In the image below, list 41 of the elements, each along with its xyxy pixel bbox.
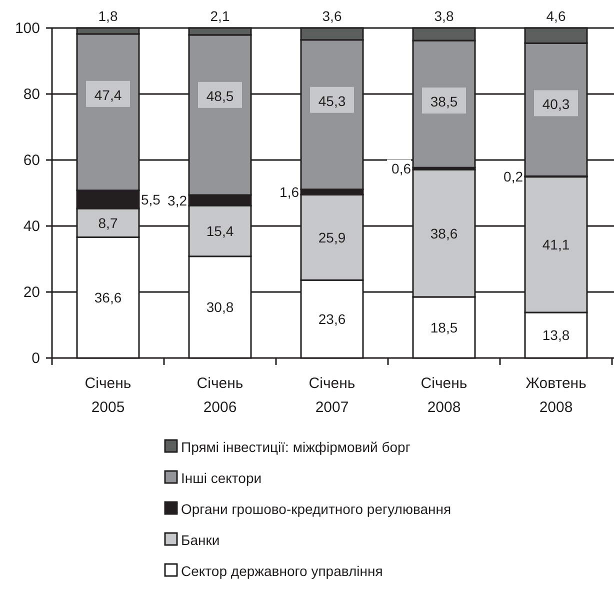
data-label: 13,8 [542, 327, 570, 344]
data-label: 3,6 [322, 8, 342, 24]
data-label: 41,1 [542, 236, 570, 253]
y-tick-label: 40 [23, 218, 40, 235]
x-tick-label: Січень 2008 [420, 375, 468, 416]
data-label: 2,1 [210, 8, 230, 24]
data-label: 25,9 [318, 229, 346, 246]
y-tick-label: 20 [23, 284, 40, 301]
data-label: 36,6 [94, 290, 122, 306]
data-label: 4,6 [546, 8, 566, 24]
data-label: 15,4 [206, 222, 234, 239]
data-label: 18,5 [430, 319, 458, 336]
data-label: 1,6 [280, 184, 300, 200]
data-label: 0,6 [392, 160, 412, 177]
data-label: 45,3 [318, 92, 346, 109]
y-tick-label: 0 [32, 350, 40, 367]
legend-label: Інші сектори [181, 470, 262, 486]
legend-label: Органи грошово-кредитного регулювання [181, 501, 452, 517]
x-tick-label: Січень 2006 [196, 375, 244, 416]
data-label: 48,5 [206, 88, 234, 104]
legend-label: Прямі інвестиції: міжфірмовий борг [181, 439, 410, 455]
data-label: 38,6 [430, 225, 458, 242]
data-label: 3,2 [168, 192, 188, 208]
y-tick-label: 60 [23, 152, 40, 169]
data-label: 5,5 [141, 191, 161, 208]
data-label: 1,8 [98, 8, 118, 24]
data-label: 0,2 [504, 168, 524, 184]
x-tick-label: Січень 2007 [308, 375, 356, 416]
y-tick-label: 80 [23, 86, 40, 103]
data-label: 38,5 [430, 94, 458, 110]
data-label: 30,8 [206, 299, 234, 316]
x-tick-label: Жовтень 2008 [526, 375, 587, 416]
y-tick-label: 100 [14, 20, 40, 37]
x-tick-label: Січень 2005 [84, 375, 132, 416]
data-label: 8,7 [98, 214, 118, 231]
data-label: 40,3 [542, 96, 570, 112]
legend-label: Сектор державного управління [181, 563, 383, 579]
legend-label: Банки [181, 532, 220, 548]
data-label: 23,6 [318, 311, 346, 328]
data-label: 3,8 [434, 8, 454, 24]
data-label: 47,4 [94, 86, 122, 103]
